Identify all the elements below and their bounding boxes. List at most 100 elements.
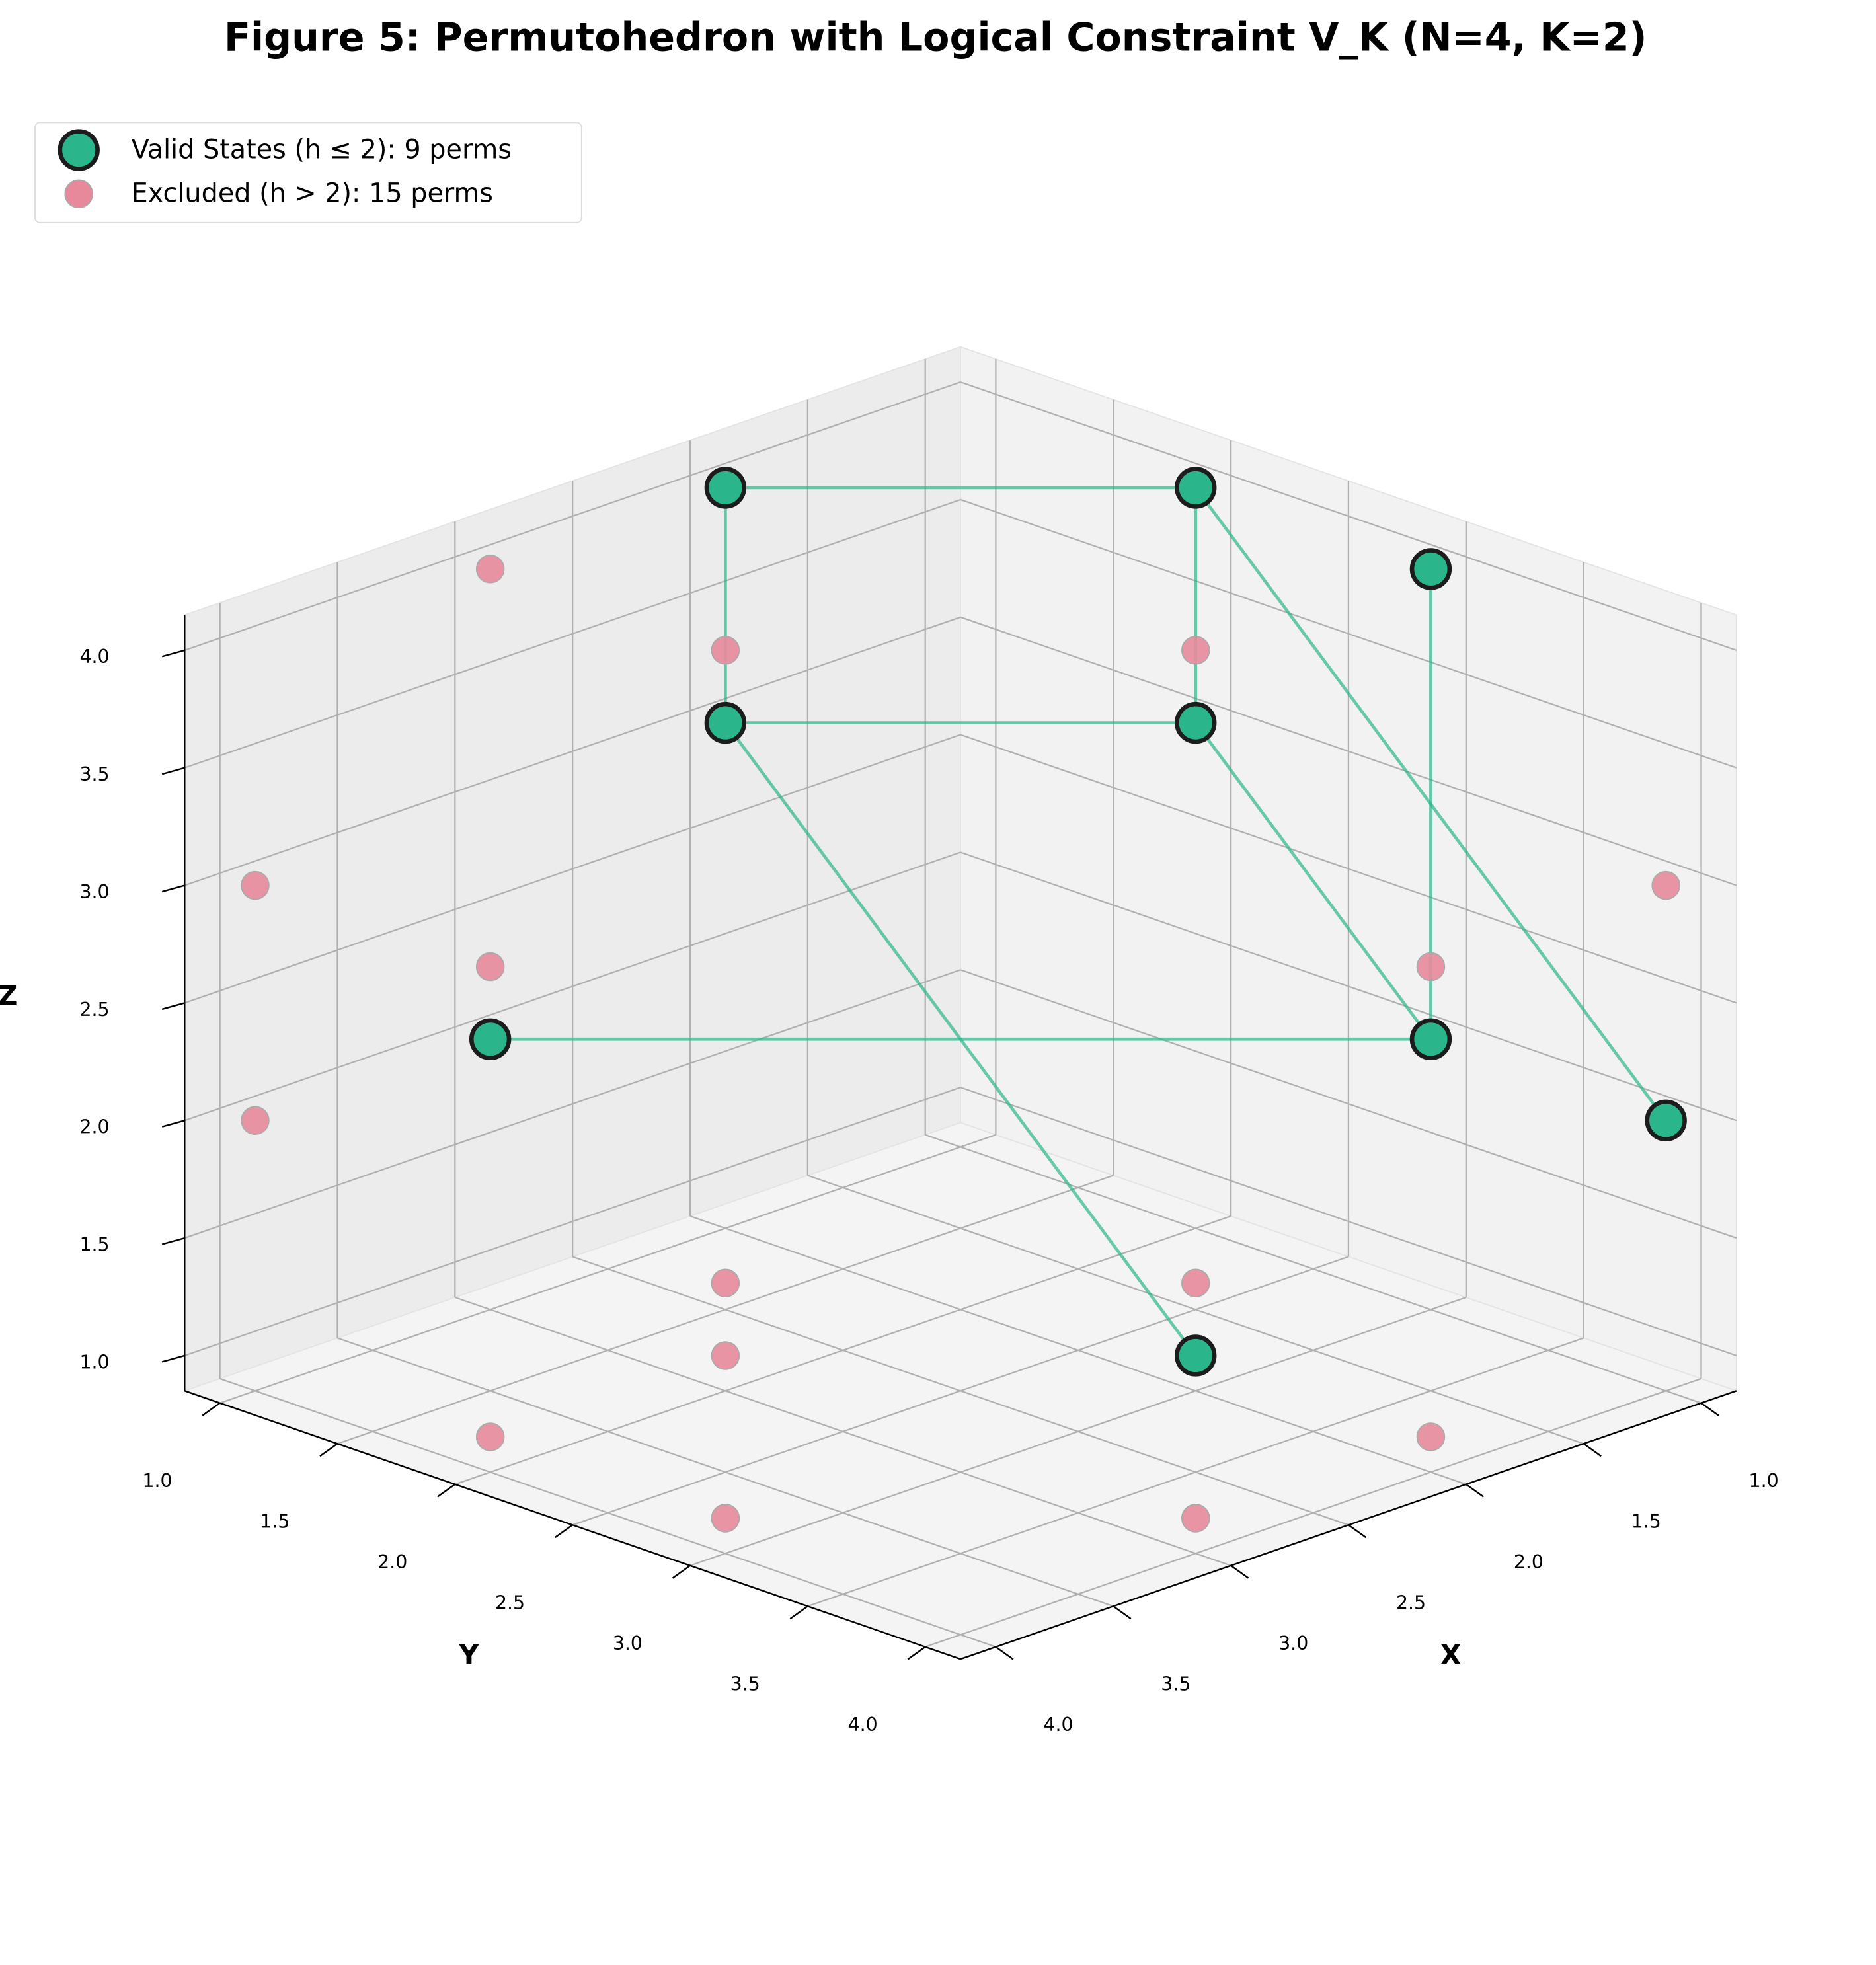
excluded-point bbox=[475, 555, 505, 584]
y-tick-label: 3.0 bbox=[613, 1633, 643, 1654]
z-tick-label: 2.0 bbox=[79, 1116, 109, 1138]
y-tick bbox=[789, 1605, 808, 1620]
z-tick bbox=[161, 1354, 185, 1363]
chart-title: Figure 5: Permutohedron with Logical Con… bbox=[224, 15, 1647, 60]
x-axis-label: X bbox=[1440, 1638, 1462, 1671]
grid-line bbox=[184, 851, 961, 1122]
z-tick-label: 3.5 bbox=[79, 763, 109, 785]
y-tick bbox=[202, 1402, 221, 1416]
x-tick bbox=[1583, 1443, 1602, 1457]
valid-point bbox=[1175, 1334, 1217, 1377]
z-tick bbox=[161, 1237, 185, 1245]
x-tick-label: 2.5 bbox=[1396, 1592, 1426, 1613]
excluded-point bbox=[1416, 1422, 1446, 1451]
y-tick-label: 2.5 bbox=[495, 1592, 525, 1613]
excluded-point bbox=[241, 870, 270, 900]
grid-line bbox=[925, 1377, 1701, 1648]
z-tick bbox=[161, 649, 185, 658]
valid-point bbox=[1645, 1099, 1687, 1141]
z-tick-label: 3.0 bbox=[79, 881, 109, 903]
legend-label: Valid States (h ≤ 2): 9 perms bbox=[132, 134, 512, 165]
z-tick-label: 1.5 bbox=[79, 1233, 109, 1255]
z-tick-label: 4.0 bbox=[79, 646, 109, 668]
z-tick bbox=[161, 884, 185, 893]
x-tick bbox=[995, 1646, 1014, 1660]
grid-line bbox=[184, 498, 961, 769]
grid-line bbox=[960, 851, 1737, 1122]
valid-point bbox=[1175, 467, 1217, 509]
x-tick-label: 3.0 bbox=[1278, 1633, 1308, 1654]
grid-line bbox=[454, 1215, 1231, 1485]
grid-line bbox=[337, 1175, 1114, 1445]
y-tick-label: 4.0 bbox=[848, 1714, 878, 1736]
y-tick bbox=[672, 1564, 691, 1579]
excluded-point bbox=[1651, 870, 1680, 900]
legend-marker bbox=[64, 179, 93, 209]
valid-point bbox=[704, 701, 747, 744]
y-tick bbox=[907, 1646, 926, 1660]
grid-line bbox=[689, 1296, 1467, 1566]
excluded-point bbox=[475, 952, 505, 982]
excluded-point bbox=[711, 1268, 740, 1298]
valid-point bbox=[1409, 548, 1452, 590]
valid-point bbox=[1409, 1018, 1452, 1060]
excluded-point bbox=[711, 636, 740, 665]
valid-point bbox=[1175, 701, 1217, 744]
y-axis-label: Y bbox=[458, 1638, 479, 1671]
x-tick bbox=[1466, 1483, 1485, 1498]
excluded-point bbox=[1181, 1268, 1210, 1298]
z-tick-label: 2.5 bbox=[79, 999, 109, 1021]
excluded-point bbox=[1181, 1504, 1210, 1533]
grid-line bbox=[960, 616, 1737, 886]
y-tick-label: 2.0 bbox=[377, 1551, 407, 1573]
grid-line bbox=[184, 616, 961, 886]
y-tick-label: 1.0 bbox=[142, 1470, 172, 1492]
excluded-point bbox=[1416, 952, 1446, 982]
legend-box bbox=[34, 122, 582, 223]
excluded-point bbox=[475, 1422, 505, 1451]
grid-line bbox=[572, 1256, 1349, 1526]
grid-line bbox=[960, 381, 1737, 651]
grid-line bbox=[184, 969, 961, 1239]
z-tick bbox=[161, 1002, 185, 1011]
z-tick bbox=[161, 767, 185, 775]
edge bbox=[724, 722, 1197, 1357]
grid-line bbox=[960, 734, 1737, 1004]
x-tick bbox=[1700, 1402, 1719, 1416]
y-tick bbox=[319, 1443, 338, 1457]
excluded-point bbox=[711, 1504, 740, 1533]
legend-label: Excluded (h > 2): 15 perms bbox=[132, 178, 493, 209]
edge bbox=[1194, 722, 1432, 1040]
y-tick-label: 3.5 bbox=[730, 1673, 760, 1695]
x-tick bbox=[1113, 1605, 1132, 1620]
x-tick-label: 4.0 bbox=[1043, 1714, 1073, 1736]
grid-line bbox=[960, 498, 1737, 769]
excluded-point bbox=[711, 1341, 740, 1370]
x-tick-label: 3.5 bbox=[1161, 1673, 1191, 1695]
valid-point bbox=[704, 467, 747, 509]
y-tick bbox=[554, 1524, 573, 1539]
y-tick-label: 1.5 bbox=[260, 1510, 290, 1532]
z-tick bbox=[161, 1120, 185, 1128]
x-tick bbox=[1348, 1524, 1367, 1539]
legend-marker bbox=[58, 129, 100, 171]
excluded-point bbox=[1181, 636, 1210, 665]
z-axis-label: Z bbox=[0, 980, 17, 1012]
grid-line bbox=[184, 381, 961, 651]
excluded-point bbox=[241, 1106, 270, 1136]
grid-line bbox=[219, 1134, 996, 1404]
grid-line bbox=[960, 969, 1737, 1239]
x-tick bbox=[1230, 1564, 1249, 1579]
x-tick-label: 2.0 bbox=[1514, 1551, 1544, 1573]
grid-line bbox=[184, 1087, 961, 1357]
grid-line bbox=[807, 1337, 1584, 1607]
x-tick-label: 1.0 bbox=[1749, 1470, 1779, 1492]
x-tick-label: 1.5 bbox=[1631, 1510, 1661, 1532]
z-tick-label: 1.0 bbox=[79, 1351, 109, 1373]
valid-point bbox=[469, 1018, 512, 1060]
y-tick bbox=[437, 1483, 456, 1498]
grid-line bbox=[184, 734, 961, 1004]
grid-line bbox=[960, 1087, 1737, 1357]
